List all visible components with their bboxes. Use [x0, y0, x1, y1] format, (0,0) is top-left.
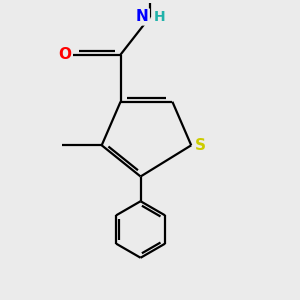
Text: S: S	[195, 138, 206, 153]
Text: H: H	[154, 10, 166, 24]
Text: O: O	[58, 47, 71, 62]
Text: N: N	[136, 9, 149, 24]
